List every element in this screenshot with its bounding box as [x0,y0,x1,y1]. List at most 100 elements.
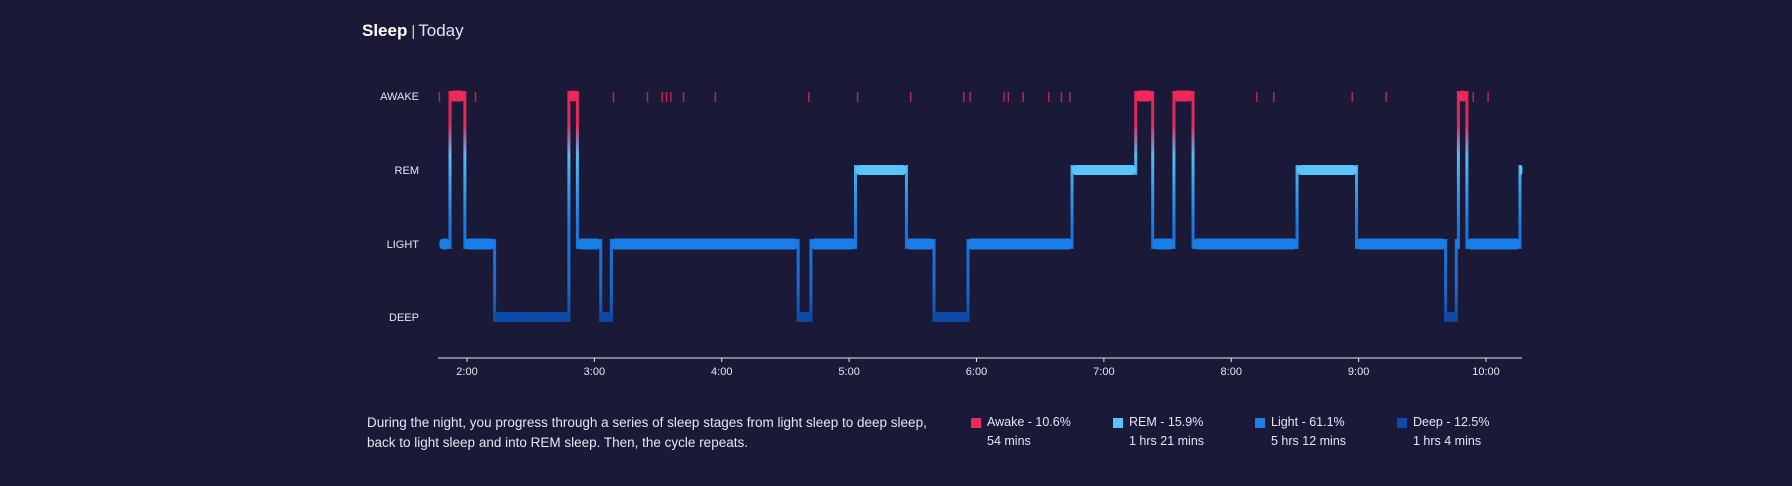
brief-awakening-mark [670,92,672,102]
brief-awakening-mark [438,92,441,102]
stage-transition [1070,165,1074,249]
stage-transition [1454,239,1458,322]
stage-transition [575,91,579,249]
legend-awake-swatch [971,418,981,428]
stage-transition [932,239,936,322]
stage-transition [853,165,857,249]
legend-deep-label: Deep - 12.5% [1413,415,1490,429]
brief-awakening-mark [1022,92,1024,102]
legend-light-label: Light - 61.1% [1271,415,1345,429]
brief-awakening-mark [1060,92,1063,102]
stage-transition [1456,91,1460,249]
segment-rem [855,165,907,175]
stage-transition [1518,165,1522,249]
legend-deep-swatch [1397,418,1407,428]
segment-deep [798,312,811,322]
brief-awakening-mark [1069,92,1071,102]
stage-transition [796,239,800,322]
brief-awakening-mark [1047,92,1050,102]
stage-label-rem: REM [395,165,419,177]
stage-transition [1444,239,1448,322]
x-tick-label: 7:00 [1093,366,1114,378]
stage-transition [1191,91,1195,249]
stage-transition [1465,91,1469,249]
brief-awakening-mark [474,92,477,102]
x-tick-label: 2:00 [456,366,477,378]
segment-awake [568,90,578,102]
segment-awake [1135,90,1153,102]
brief-awakening-mark [1272,92,1275,102]
stage-transitions [448,91,1522,322]
page-title: Sleep | Today [362,20,464,43]
brief-awakening-mark [612,92,615,102]
segment-rem [1297,165,1357,175]
segment-awake [1458,90,1467,102]
legend-rem-label: REM - 15.9% [1129,415,1204,429]
stage-transition [966,239,970,322]
x-tick-label: 9:00 [1348,366,1369,378]
x-axis-ticks: 2:00 3:00 4:00 5:00 6:00 7:00 8:00 9:00 10:00 [456,358,1500,378]
segment-awake [1173,90,1194,102]
x-tick-label: 5:00 [838,366,859,378]
legend-awake-duration: 54 mins [987,434,1031,448]
segment-light [1152,238,1174,250]
segment-light [1356,238,1446,250]
segment-light [906,238,935,250]
brief-awakening-mark [963,92,965,102]
brief-awakening-mark [1007,92,1010,102]
title-text: Sleep [362,21,408,40]
brief-awakenings [438,92,1489,102]
x-tick-label: 6:00 [966,366,987,378]
legend-rem-duration: 1 hrs 21 mins [1129,434,1205,448]
stage-transition [493,239,497,322]
legend-deep-duration: 1 hrs 4 mins [1413,434,1482,448]
segment-deep [934,312,969,322]
segment-rem [1519,165,1523,175]
x-tick-label: 3:00 [584,366,605,378]
segment-light [968,238,1073,250]
brief-awakening-mark [1487,92,1489,102]
legend-rem: REM - 15.9% 1 hrs 21 mins [1113,413,1204,451]
x-tick-label: 10:00 [1472,366,1500,378]
stage-label-deep: DEEP [389,312,419,324]
legend-light-swatch [1255,418,1265,428]
title-separator: | [411,23,416,40]
brief-awakening-mark [1255,92,1258,102]
legend-awake: Awake - 10.6% 54 mins [971,413,1071,451]
stage-transition [1172,91,1176,249]
segment-light [810,238,856,250]
sleep-description: During the night, you progress through a… [367,415,927,450]
brief-awakening-mark [682,92,685,102]
brief-awakening-mark [665,92,668,102]
brief-awakening-mark [856,92,859,102]
stage-transition [1355,165,1359,249]
brief-awakening-mark [909,92,912,102]
brief-awakening-mark [661,92,664,102]
legend-deep: Deep - 12.5% 1 hrs 4 mins [1397,413,1489,451]
stage-transition [1295,165,1299,249]
legend-awake-label: Awake - 10.6% [987,415,1071,429]
segment-rem [1072,165,1136,175]
brief-awakening-mark [1385,92,1387,102]
segment-deep [600,312,612,322]
legend-light: Light - 61.1% 5 hrs 12 mins [1255,413,1346,451]
segment-deep [1445,312,1457,322]
legend-light-duration: 5 hrs 12 mins [1271,434,1347,448]
brief-awakening-mark [714,92,717,102]
stage-transition [809,239,813,322]
brief-awakening-mark [1472,92,1475,102]
segment-light [1456,238,1459,250]
stage-transition [609,239,613,322]
x-tick-label: 4:00 [711,366,732,378]
stage-transition [463,91,467,249]
segment-light [464,238,495,250]
stage-transition [448,91,452,249]
stage-transition [1134,91,1138,175]
stage-label-awake: AWAKE [380,91,419,103]
brief-awakening-mark [808,92,810,102]
brief-awakening-mark [1351,92,1354,102]
segment-light [1193,238,1298,250]
x-tick-label: 8:00 [1221,366,1242,378]
stage-transition [599,239,603,322]
